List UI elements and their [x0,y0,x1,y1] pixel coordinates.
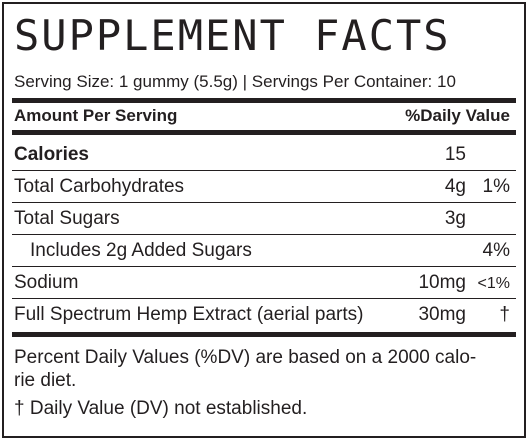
amount: 3g [444,208,466,229]
title: SUPPLEMENT FACTS [14,11,451,60]
nutrient-name: Full Spectrum Hemp Extract (aerial parts… [14,304,364,325]
footnote: † Daily Value (DV) not established. [14,398,308,419]
footnotes: Percent Daily Values (%DV) are based on … [14,346,476,420]
amount-header: Amount Per Serving [14,106,178,125]
nutrient-row: Calories 15 [12,139,516,171]
divider [12,332,516,337]
header: Amount Per Serving %Daily Value [14,106,510,126]
supplement-label: SUPPLEMENT FACTS Serving Size: 1 gummy (… [2,2,526,438]
divider [12,130,516,135]
nutrient-name: Includes 2g Added Sugars [30,240,252,261]
serving-info: Serving Size: 1 gummy (5.5g) | Servings … [14,72,456,91]
nutrient-row: Total Carbohydrates 4g 1% [12,171,516,203]
nutrient-row: Full Spectrum Hemp Extract (aerial parts… [12,299,516,333]
nutrient-row: Sodium 10mg <1% [12,267,516,299]
footnote: Percent Daily Values (%DV) are based on … [14,347,477,368]
daily-value: 4% [482,240,510,261]
nutrient-name: Total Carbohydrates [14,176,185,197]
amount: 15 [444,144,466,165]
amount: 10mg [418,272,466,293]
nutrient-row: Includes 2g Added Sugars 4% [12,235,516,267]
nutrient-name: Sodium [14,272,79,293]
footnote: rie diet. [14,370,77,391]
nutrient-name: Calories [14,144,89,165]
daily-value: <1% [477,275,510,292]
nutrient-rows: Calories 15 Total Carbohydrates 4g 1% Total S… [12,139,516,333]
divider [12,98,516,103]
dv-header: %Daily Value [405,106,510,125]
daily-value: † [499,304,510,325]
daily-value: 1% [482,176,510,197]
nutrient-name: Total Sugars [14,208,120,229]
amount: 4g [444,176,466,197]
amount: 30mg [418,304,466,325]
nutrient-row: Total Sugars 3g [12,203,516,235]
